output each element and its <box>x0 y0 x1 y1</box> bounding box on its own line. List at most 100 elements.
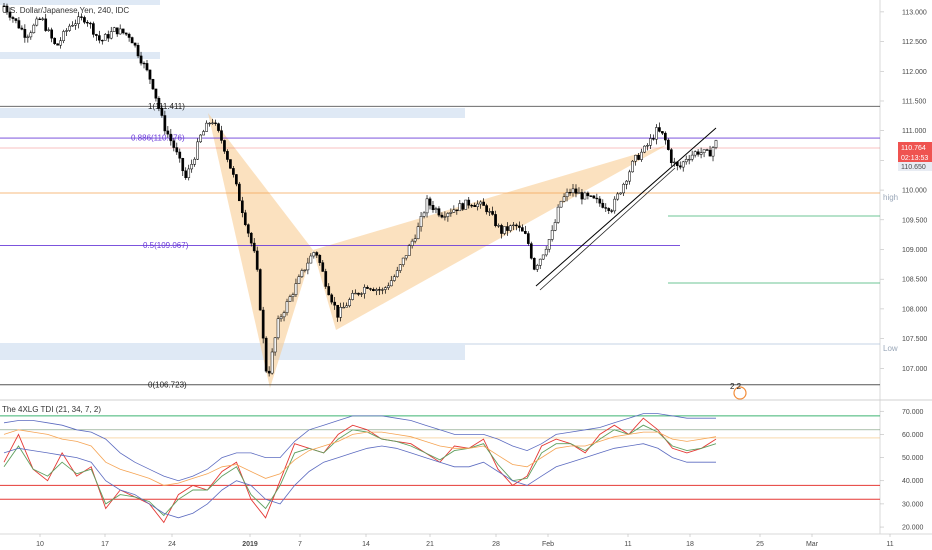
candle-body <box>544 248 548 256</box>
candle-body <box>190 164 194 170</box>
candle-body <box>646 145 649 147</box>
candle-body <box>619 192 623 195</box>
candle-body <box>115 27 119 35</box>
candle-body <box>574 188 578 194</box>
candle-body <box>410 240 414 246</box>
candle-body <box>369 288 372 290</box>
fib-level-label: 0.886(110.876) <box>131 134 185 143</box>
price-tick-label: 111.500 <box>902 98 926 105</box>
time-tick-label: 10 <box>36 541 44 548</box>
candle-body <box>306 262 310 271</box>
tdi-levels <box>0 415 880 500</box>
candle-body <box>47 29 51 31</box>
rising-trendline[interactable] <box>535 127 717 287</box>
candle-body <box>559 200 563 208</box>
candle-body <box>339 307 342 318</box>
candle-body <box>279 316 283 320</box>
candle-body <box>696 151 700 155</box>
candle-body <box>20 27 24 30</box>
candle-body <box>53 37 56 44</box>
candle-body <box>541 254 545 260</box>
symbol-title: U.S. Dollar/Japanese Yen, 240, IDC <box>2 6 129 15</box>
candle-body <box>330 294 334 303</box>
candle-body <box>121 28 125 34</box>
candle-body <box>705 149 709 151</box>
price-tick-label: 113.000 <box>902 9 927 16</box>
candle-body <box>669 149 673 164</box>
candle-body <box>208 122 211 125</box>
candle-body <box>628 171 631 182</box>
candle-body <box>214 122 217 124</box>
candle-body <box>488 211 491 213</box>
time-axis[interactable]: 10 17 24 2019 7 14 21 28 Feb 11 18 25 Mar 11 <box>36 534 894 548</box>
candle-body <box>237 183 241 202</box>
candle-body <box>309 255 313 264</box>
time-tick-label: 17 <box>101 541 109 548</box>
signal-marker-icon[interactable] <box>733 386 747 400</box>
candle-body <box>372 289 375 292</box>
signal-number: 2 2 <box>730 382 742 391</box>
candle-body <box>455 209 459 212</box>
candle-body <box>366 286 369 289</box>
resistance-zone <box>0 108 465 118</box>
candle-body <box>223 140 226 152</box>
candle-body <box>32 24 36 33</box>
candle-body <box>416 226 420 240</box>
price-axis[interactable]: 113.000112.500112.000111.500111.000110.5… <box>880 9 927 373</box>
candle-body <box>568 192 572 194</box>
candle-body <box>461 203 465 210</box>
candle-body <box>512 224 515 227</box>
candle-body <box>243 212 247 225</box>
right-tag-high: high <box>883 193 898 202</box>
candle-body <box>285 301 289 313</box>
candlestick-series[interactable] <box>2 2 718 377</box>
candle-body <box>586 192 590 197</box>
candle-body <box>631 160 634 173</box>
candle-body <box>634 154 637 162</box>
fib-levels: 1(111.411) 0.886(110.876) 0.5(109.067) 0(10… <box>0 102 880 389</box>
candle-body <box>26 36 30 38</box>
candle-body <box>178 151 182 159</box>
candle-body <box>714 140 718 148</box>
countdown-badge-bg <box>898 152 932 162</box>
right-tag-low: Low <box>883 344 898 353</box>
candle-body <box>345 305 348 308</box>
candle-body <box>655 127 658 140</box>
candle-body <box>321 262 325 272</box>
tdi-series-line <box>3 413 716 482</box>
candle-body <box>196 141 199 160</box>
candle-body <box>464 199 468 210</box>
candle-body <box>77 16 80 25</box>
candle-body <box>658 127 661 132</box>
candle-body <box>595 197 599 200</box>
candle-body <box>56 43 59 46</box>
candle-body <box>473 205 477 207</box>
candle-body <box>11 17 15 19</box>
candle-body <box>154 88 158 99</box>
candle-body <box>38 18 42 21</box>
candle-body <box>404 255 408 259</box>
candle-body <box>711 147 715 157</box>
candle-body <box>97 35 101 41</box>
candle-body <box>625 180 628 185</box>
candle-body <box>220 130 223 141</box>
candle-body <box>17 20 21 29</box>
candle-body <box>172 140 176 148</box>
candle-body <box>118 28 122 35</box>
candle-body <box>258 269 262 311</box>
tdi-tick-label: 20.000 <box>902 525 924 532</box>
candle-body <box>622 183 625 194</box>
candle-body <box>327 286 331 296</box>
candle-body <box>428 198 432 206</box>
candle-body <box>431 205 435 210</box>
candle-body <box>112 27 116 32</box>
tdi-axis[interactable]: 70.000 60.000 50.000 40.000 30.000 20.000 <box>880 409 924 532</box>
candle-body <box>675 161 679 166</box>
candle-body <box>672 161 676 164</box>
time-tick-label: 7 <box>298 541 302 548</box>
candle-body <box>422 212 426 217</box>
candle-body <box>509 225 512 231</box>
candle-body <box>547 239 551 250</box>
candle-body <box>303 269 307 271</box>
